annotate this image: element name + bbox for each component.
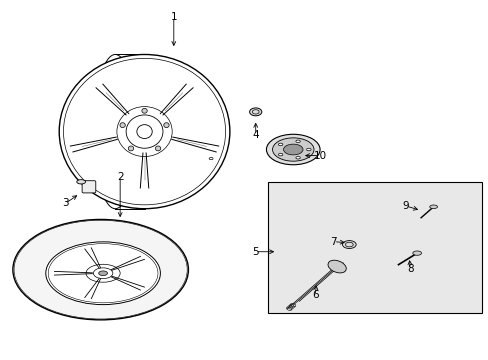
Bar <box>267 182 482 313</box>
Ellipse shape <box>99 271 107 275</box>
Text: 4: 4 <box>252 130 259 140</box>
Ellipse shape <box>46 242 160 305</box>
Ellipse shape <box>120 123 125 127</box>
Text: 3: 3 <box>62 198 69 208</box>
Ellipse shape <box>278 143 282 146</box>
Ellipse shape <box>412 251 421 255</box>
Ellipse shape <box>128 146 133 151</box>
Ellipse shape <box>306 148 310 151</box>
Ellipse shape <box>327 260 346 273</box>
Ellipse shape <box>272 138 313 161</box>
Ellipse shape <box>295 157 300 159</box>
Ellipse shape <box>295 140 300 143</box>
Ellipse shape <box>59 54 229 209</box>
Ellipse shape <box>283 144 303 155</box>
Ellipse shape <box>249 108 261 116</box>
Ellipse shape <box>342 240 355 248</box>
Text: 5: 5 <box>251 247 258 257</box>
Ellipse shape <box>13 220 188 320</box>
Ellipse shape <box>163 123 169 127</box>
Ellipse shape <box>266 134 320 165</box>
Text: 6: 6 <box>311 291 318 301</box>
Ellipse shape <box>429 205 437 208</box>
Text: 7: 7 <box>330 237 336 247</box>
Ellipse shape <box>77 180 85 184</box>
Text: 1: 1 <box>170 12 177 22</box>
Text: 9: 9 <box>401 201 408 211</box>
Text: 10: 10 <box>313 150 326 161</box>
Text: 8: 8 <box>406 264 413 274</box>
Ellipse shape <box>278 153 282 156</box>
FancyBboxPatch shape <box>82 181 96 193</box>
Ellipse shape <box>142 108 147 113</box>
Ellipse shape <box>155 146 161 151</box>
Text: 2: 2 <box>117 172 123 182</box>
